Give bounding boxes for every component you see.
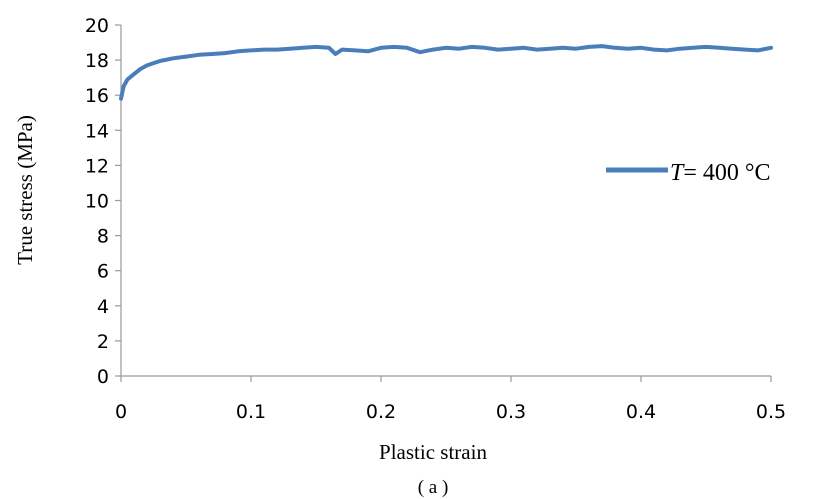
x-tick-label: 0.3	[496, 401, 526, 423]
y-tick-label: 2	[97, 331, 109, 353]
series-layer	[119, 44, 773, 101]
y-tick-label: 8	[97, 226, 109, 248]
x-tick-label: 0.4	[626, 401, 656, 423]
y-tick-label: 18	[85, 50, 109, 72]
legend: T= 400 °C	[606, 160, 771, 186]
legend-label-variable: T	[670, 160, 685, 186]
y-axis-label: True stress (MPa)	[13, 115, 37, 265]
y-tick-label: 4	[97, 296, 109, 318]
x-axis-label: Plastic strain	[379, 440, 487, 464]
x-axis-ticks: 0 0.1 0.2 0.3 0.4 0.5	[115, 376, 786, 423]
y-tick-label: 20	[85, 15, 109, 37]
x-tick-label: 0	[115, 401, 127, 423]
x-tick-label: 0.1	[236, 401, 266, 423]
legend-label-value: = 400 °C	[683, 160, 770, 186]
y-tick-label: 10	[85, 191, 109, 213]
y-axis-ticks: 0 2 4 6 8 10 12 14 16 18 20	[85, 15, 121, 388]
x-tick-label: 0.5	[756, 401, 786, 423]
y-tick-label: 16	[85, 85, 109, 107]
y-tick-label: 6	[97, 261, 109, 283]
y-tick-label: 14	[85, 120, 109, 142]
series-line	[119, 44, 773, 101]
legend-label: T= 400 °C	[670, 160, 771, 186]
x-tick-label: 0.2	[366, 401, 396, 423]
y-tick-label: 12	[85, 155, 109, 177]
figure-caption: ( a )	[418, 477, 449, 498]
y-tick-label: 0	[97, 366, 109, 388]
